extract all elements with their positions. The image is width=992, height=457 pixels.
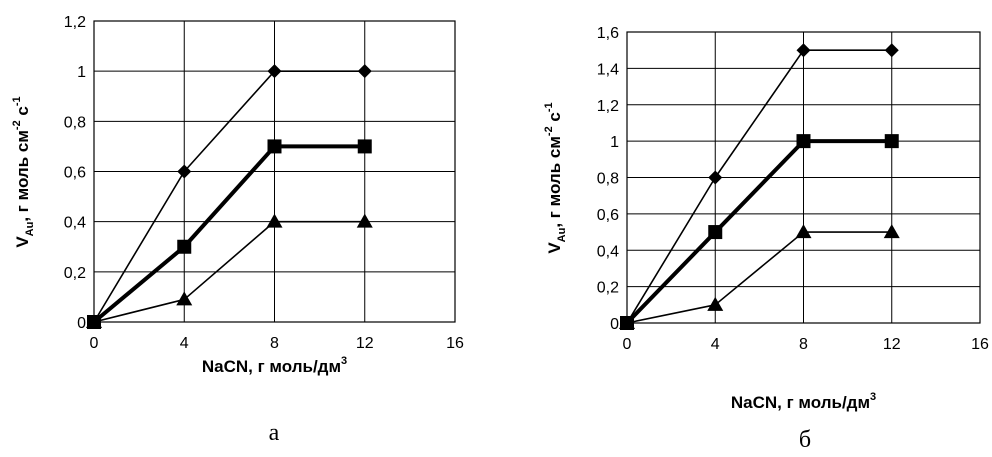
diamond-point bbox=[708, 170, 723, 185]
y-tick-label: 0 bbox=[610, 316, 619, 333]
diamond-point bbox=[884, 43, 899, 58]
series-line bbox=[626, 231, 892, 324]
series-line bbox=[93, 220, 365, 323]
series-square bbox=[87, 139, 372, 329]
square-point bbox=[796, 134, 811, 149]
x-tick-label: 8 bbox=[270, 335, 279, 352]
y-axis-title: VAu, г моль см-2 с-1 bbox=[11, 96, 36, 247]
series-triangle bbox=[86, 213, 373, 328]
triangle-point bbox=[356, 213, 373, 228]
square-point bbox=[177, 239, 192, 254]
x-tick-label: 16 bbox=[971, 336, 989, 353]
x-axis-title-superscript: 3 bbox=[870, 391, 876, 403]
x-axis-title-main: NaCN, г моль/дм bbox=[731, 393, 870, 412]
y-tick-label: 0,8 bbox=[64, 114, 86, 131]
plot-frame bbox=[626, 31, 981, 324]
series-triangle bbox=[619, 224, 900, 329]
y-tick-label: 0,6 bbox=[597, 207, 619, 224]
diamond-point bbox=[267, 64, 282, 79]
diamond-point bbox=[177, 164, 192, 179]
triangle-point bbox=[86, 314, 102, 328]
y-axis-title-text: , г моль см bbox=[545, 136, 564, 228]
triangle-point bbox=[176, 291, 193, 306]
chart-a: 0 0,2 0,4 0,6 0,8 1 1,2 0 4 8 12 16 NaCN, г моль/дм3… bbox=[11, 14, 464, 446]
y-axis-title-subscript: Au bbox=[556, 228, 568, 243]
x-axis-title-main: NaCN, г моль/дм bbox=[202, 357, 341, 376]
series-line bbox=[92, 144, 365, 324]
y-tick-label: 0,4 bbox=[597, 243, 619, 260]
panel-label: а bbox=[269, 420, 280, 446]
x-tick-label: 4 bbox=[180, 335, 189, 352]
triangle-point bbox=[619, 315, 635, 329]
y-tick-label: 1,2 bbox=[64, 14, 86, 31]
y-axis-title-superscript: -2 bbox=[543, 126, 555, 136]
triangle-point bbox=[883, 224, 900, 239]
square-point bbox=[267, 139, 282, 154]
y-axis-title-subscript: Au bbox=[24, 222, 36, 237]
triangle-point bbox=[266, 213, 283, 228]
y-tick-label: 1 bbox=[77, 64, 86, 81]
y-axis-title-text: с bbox=[13, 106, 32, 120]
x-tick-label: 16 bbox=[446, 335, 464, 352]
triangle-point bbox=[795, 224, 812, 239]
y-axis-title-text: , г моль см bbox=[13, 130, 32, 222]
panel-label: б bbox=[799, 427, 811, 453]
x-tick-label: 12 bbox=[883, 336, 901, 353]
diamond-point bbox=[796, 43, 811, 58]
plot-frame bbox=[93, 20, 456, 323]
y-axis-title-superscript: -2 bbox=[11, 120, 23, 130]
y-axis-title-v: V bbox=[545, 242, 564, 254]
series-line bbox=[93, 70, 365, 323]
series-square bbox=[620, 134, 899, 330]
y-tick-label: 1,4 bbox=[597, 61, 619, 78]
y-axis-title-v: V bbox=[13, 236, 32, 248]
y-tick-label: 1,6 bbox=[597, 25, 619, 42]
y-tick-label: 0 bbox=[77, 315, 86, 332]
y-tick-label: 0,8 bbox=[597, 171, 619, 188]
y-axis-title-superscript: -1 bbox=[11, 96, 23, 106]
triangle-point bbox=[707, 296, 724, 311]
y-tick-label: 0,2 bbox=[64, 265, 86, 282]
square-point bbox=[357, 139, 372, 154]
x-tick-label: 12 bbox=[356, 335, 374, 352]
x-tick-label: 0 bbox=[90, 335, 99, 352]
y-tick-label: 0,2 bbox=[597, 280, 619, 297]
square-point bbox=[884, 134, 899, 149]
x-tick-label: 4 bbox=[711, 336, 720, 353]
y-tick-label: 1 bbox=[610, 134, 619, 151]
square-point bbox=[708, 225, 723, 240]
y-tick-label: 1,2 bbox=[597, 98, 619, 115]
series-line bbox=[625, 139, 892, 325]
x-axis-title: NaCN, г моль/дм3 bbox=[731, 391, 876, 412]
y-axis-title-text: с bbox=[545, 112, 564, 126]
y-axis-title: VAu, г моль см-2 с-1 bbox=[543, 102, 568, 253]
y-axis-title-superscript: -1 bbox=[543, 102, 555, 112]
diamond-point bbox=[357, 64, 372, 79]
x-tick-label: 8 bbox=[799, 336, 808, 353]
gridlines bbox=[626, 31, 981, 324]
x-axis-title-superscript: 3 bbox=[341, 355, 347, 367]
x-axis-title: NaCN, г моль/дм3 bbox=[202, 355, 347, 376]
y-tick-label: 0,4 bbox=[64, 215, 86, 232]
series-line bbox=[626, 49, 892, 324]
chart-b: 0 0,2 0,4 0,6 0,8 1 1,2 1,4 1,6 0 4 8 12 16 NaCN, г мо… bbox=[543, 25, 989, 453]
x-tick-label: 0 bbox=[623, 336, 632, 353]
y-tick-label: 0,6 bbox=[64, 165, 86, 182]
